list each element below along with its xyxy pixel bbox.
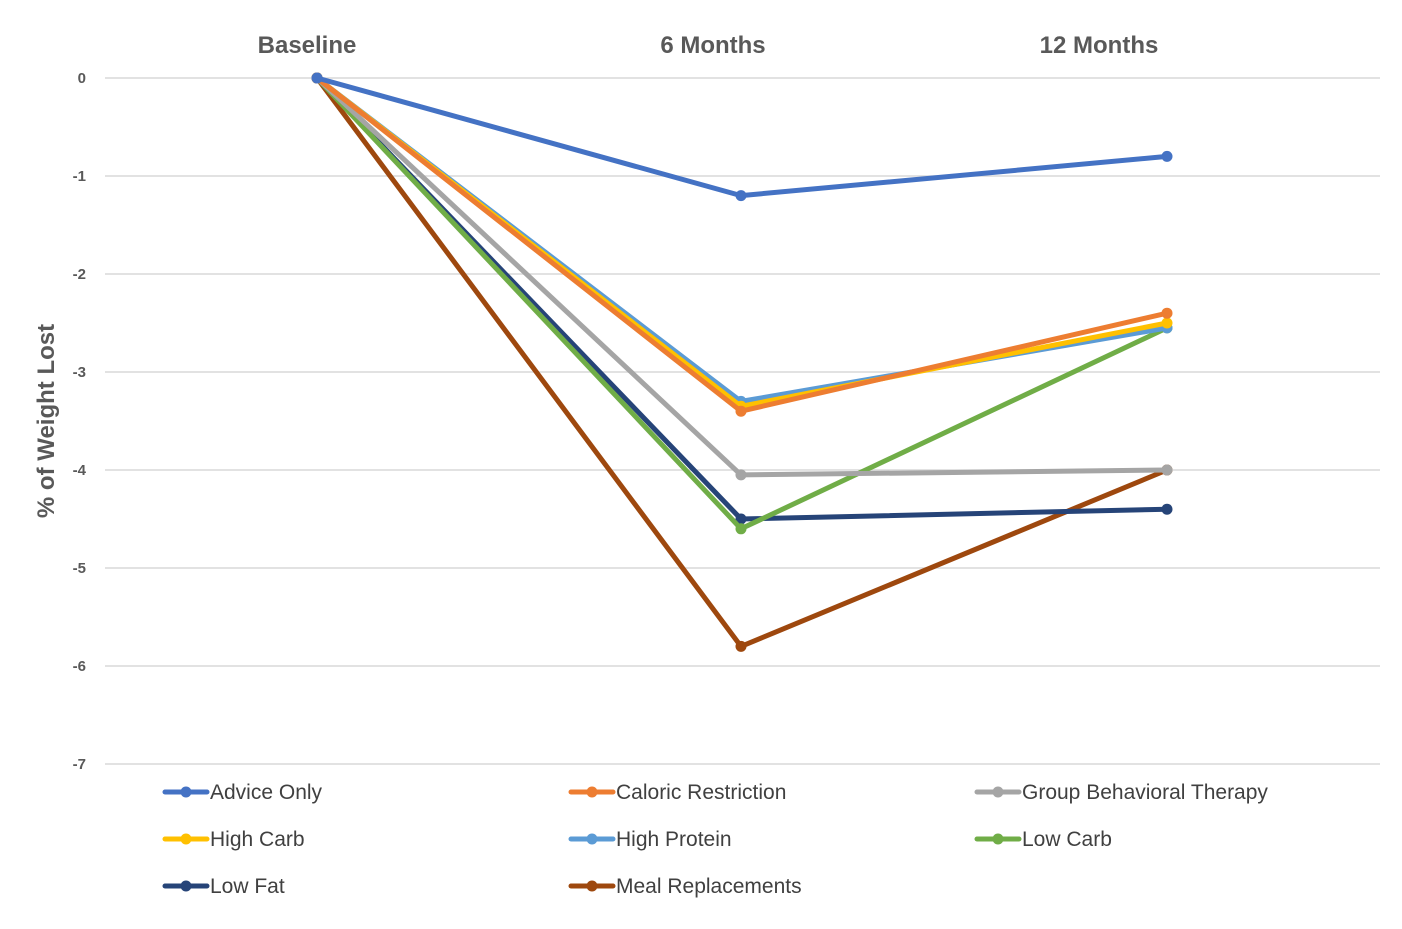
legend-item: Group Behavioral Therapy [974, 781, 1268, 804]
legend-label: Low Fat [210, 875, 285, 898]
series-line [314, 75, 1170, 414]
series-meal-replacements [311, 72, 1173, 652]
legend-marker [992, 833, 1004, 845]
legend-label: High Carb [210, 828, 305, 851]
data-point [735, 469, 747, 481]
series-line [314, 75, 1170, 404]
legend-item: High Protein [568, 828, 732, 851]
series-advice-only [311, 72, 1173, 202]
legend-marker [586, 786, 598, 798]
legend: Advice Only Caloric Restriction Group Beha… [162, 781, 1268, 898]
legend-label: Low Carb [1022, 828, 1112, 851]
x-category-label: 12 Months [1040, 32, 1159, 59]
legend-marker [180, 786, 192, 798]
series-group-behavioral-therapy [311, 72, 1173, 481]
y-axis-ticks: 0 -1 -2 -3 -4 -5 -6 -7 [73, 70, 87, 773]
legend-label: Group Behavioral Therapy [1022, 781, 1268, 804]
data-point [1161, 503, 1173, 515]
legend-marker [992, 786, 1004, 798]
legend-item: Low Fat [162, 875, 285, 898]
legend-label: High Protein [616, 828, 732, 851]
y-tick-label: -3 [73, 364, 86, 381]
data-point [735, 190, 747, 202]
legend-marker [180, 833, 192, 845]
legend-item: Caloric Restriction [568, 781, 786, 804]
y-tick-label: -1 [73, 168, 86, 185]
y-tick-label: -5 [73, 560, 86, 577]
legend-marker [586, 880, 598, 892]
series-low-carb [311, 72, 1173, 535]
y-tick-label: -6 [73, 658, 86, 675]
y-tick-label: -4 [73, 462, 87, 479]
series-line [314, 75, 1170, 649]
data-point [735, 405, 747, 417]
y-axis-label: % of Weight Lost [33, 324, 60, 518]
legend-marker [586, 833, 598, 845]
y-tick-label: 0 [78, 70, 86, 87]
legend-item: Meal Replacements [568, 875, 802, 898]
data-point [1161, 150, 1173, 162]
data-point [735, 640, 747, 652]
legend-item: Advice Only [162, 781, 323, 804]
data-point [1161, 307, 1173, 319]
series-line [314, 75, 1170, 409]
legend-marker [180, 880, 192, 892]
x-category-label: Baseline [258, 32, 357, 59]
legend-label: Advice Only [210, 781, 323, 804]
y-tick-label: -2 [73, 266, 86, 283]
series-line [314, 75, 1170, 532]
data-point [1161, 464, 1173, 476]
x-category-label: 6 Months [660, 32, 765, 59]
legend-item: Low Carb [974, 828, 1112, 851]
legend-item: High Carb [162, 828, 305, 851]
y-tick-label: -7 [73, 756, 86, 773]
data-point [311, 72, 323, 84]
series-low-fat [311, 72, 1173, 525]
legend-label: Meal Replacements [616, 875, 802, 898]
series-lines [311, 72, 1173, 652]
x-axis-categories: Baseline 6 Months 12 Months [258, 32, 1159, 59]
series-line [314, 75, 1170, 522]
data-point [735, 513, 747, 525]
legend-label: Caloric Restriction [616, 781, 786, 804]
data-point [735, 523, 747, 535]
gridlines [105, 77, 1380, 765]
data-point [1161, 317, 1173, 329]
